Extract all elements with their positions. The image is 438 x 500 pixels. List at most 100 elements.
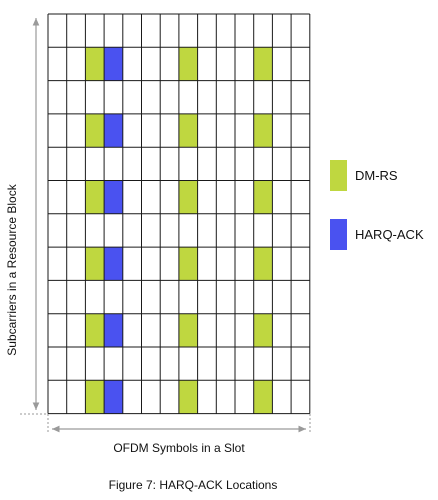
resource-element: [48, 213, 67, 248]
resource-element: [235, 47, 254, 81]
resource-element: [160, 14, 179, 48]
harq-ack-resource-element: [104, 113, 123, 148]
resource-element: [85, 213, 105, 248]
resource-element: [48, 113, 67, 148]
resource-element: [291, 180, 310, 214]
resource-element: [160, 47, 179, 81]
resource-element: [48, 14, 67, 48]
resource-element: [216, 380, 235, 414]
resource-element: [235, 380, 254, 414]
resource-element: [122, 247, 142, 281]
resource-element: [160, 80, 179, 114]
x-axis-label: OFDM Symbols in a Slot: [113, 441, 245, 455]
resource-element: [197, 14, 217, 48]
y-axis: Subcarriers in a Resource Block: [5, 18, 48, 415]
dmrs-resource-element: [253, 180, 273, 214]
resource-element: [122, 380, 142, 414]
resource-element: [48, 313, 67, 347]
resource-element: [104, 147, 123, 181]
resource-element: [66, 113, 86, 148]
dmrs-resource-element: [85, 180, 105, 214]
harq-ack-resource-element: [104, 47, 123, 81]
resource-element: [66, 380, 86, 414]
resource-element: [272, 280, 292, 314]
resource-element: [48, 380, 67, 414]
resource-element: [291, 347, 310, 381]
resource-element: [122, 80, 142, 114]
resource-element: [235, 347, 254, 381]
resource-element: [122, 14, 142, 48]
resource-element: [160, 347, 179, 381]
resource-element: [197, 113, 217, 148]
resource-element: [141, 147, 161, 181]
resource-element: [197, 280, 217, 314]
resource-element: [178, 347, 198, 381]
resource-element: [66, 14, 86, 48]
resource-element: [141, 180, 161, 214]
resource-element: [178, 147, 198, 181]
resource-element: [66, 280, 86, 314]
resource-element: [272, 247, 292, 281]
legend: DM-RS HARQ-ACK: [330, 160, 424, 250]
resource-element: [122, 213, 142, 248]
resource-element: [197, 247, 217, 281]
resource-element: [178, 80, 198, 114]
resource-element: [160, 147, 179, 181]
resource-element: [291, 247, 310, 281]
x-axis: OFDM Symbols in a Slot: [47, 414, 311, 455]
resource-element: [66, 147, 86, 181]
dmrs-resource-element: [253, 47, 273, 81]
dmrs-resource-element: [85, 247, 105, 281]
resource-element: [104, 80, 123, 114]
resource-element: [235, 113, 254, 148]
resource-element: [104, 14, 123, 48]
resource-element: [253, 347, 273, 381]
resource-element: [122, 313, 142, 347]
resource-element: [141, 247, 161, 281]
figure-caption: Figure 7: HARQ-ACK Locations: [109, 478, 278, 492]
harq-ack-resource-element: [104, 247, 123, 281]
grid-lines: [47, 13, 311, 415]
resource-element: [141, 313, 161, 347]
resource-element: [141, 80, 161, 114]
resource-element: [235, 180, 254, 214]
dmrs-resource-element: [178, 247, 198, 281]
resource-element: [272, 347, 292, 381]
resource-element: [48, 180, 67, 214]
resource-element: [216, 280, 235, 314]
resource-element: [291, 313, 310, 347]
dmrs-resource-element: [253, 380, 273, 414]
resource-element: [85, 280, 105, 314]
resource-element: [291, 147, 310, 181]
resource-element: [160, 313, 179, 347]
dmrs-resource-element: [85, 380, 105, 414]
resource-element: [197, 147, 217, 181]
resource-element: [141, 380, 161, 414]
resource-element: [122, 180, 142, 214]
resource-element: [122, 47, 142, 81]
resource-element: [197, 47, 217, 81]
resource-element: [197, 80, 217, 114]
resource-element: [122, 147, 142, 181]
resource-element: [272, 380, 292, 414]
resource-element: [85, 147, 105, 181]
resource-element: [216, 313, 235, 347]
dmrs-resource-element: [178, 47, 198, 81]
resource-element: [104, 213, 123, 248]
resource-element: [48, 80, 67, 114]
resource-element: [235, 247, 254, 281]
dmrs-resource-element: [178, 113, 198, 148]
resource-element: [272, 47, 292, 81]
harq-ack-resource-element: [104, 380, 123, 414]
dmrs-resource-element: [253, 113, 273, 148]
resource-element: [160, 247, 179, 281]
dmrs-resource-element: [178, 180, 198, 214]
dmrs-resource-element: [253, 247, 273, 281]
resource-element: [178, 280, 198, 314]
resource-element: [291, 213, 310, 248]
resource-element: [253, 213, 273, 248]
resource-element: [216, 213, 235, 248]
resource-element: [66, 347, 86, 381]
resource-element: [141, 113, 161, 148]
dmrs-resource-element: [85, 47, 105, 81]
